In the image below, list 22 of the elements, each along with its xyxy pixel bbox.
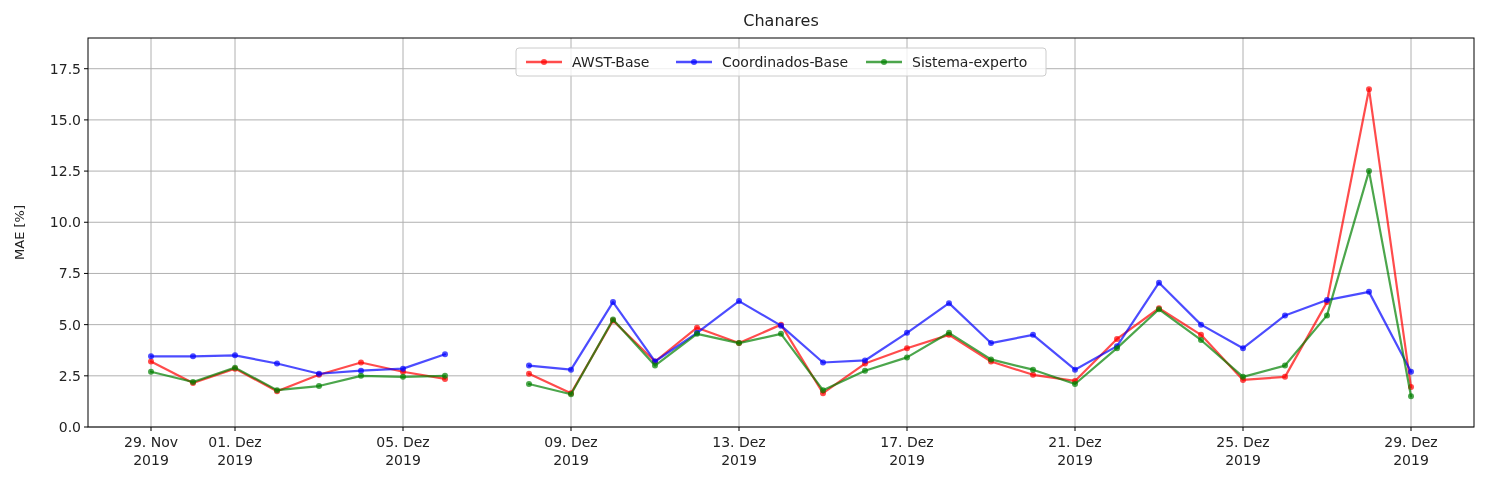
x-tick-label: 09. Dez 2019 — [544, 434, 598, 468]
x-tick-label: 29. Nov 2019 — [123, 434, 179, 468]
y-tick-label: 7.5 — [58, 265, 81, 282]
y-tick-label: 15.0 — [49, 111, 81, 128]
x-tick-label: 29. Dez 2019 — [1384, 434, 1438, 468]
y-tick-label: 2.5 — [58, 367, 81, 384]
x-tick-label: 01. Dez 2019 — [208, 434, 262, 468]
x-tick-label: 25. Dez 2019 — [1216, 434, 1270, 468]
y-axis-title: MAE [%] — [12, 205, 27, 260]
legend-label: Coordinados-Base — [722, 53, 849, 70]
y-tick-label: 10.0 — [49, 214, 81, 231]
legend-label: AWST-Base — [572, 53, 650, 70]
x-tick-label: 13. Dez 2019 — [712, 434, 766, 468]
x-tick-label: 05. Dez 2019 — [376, 434, 430, 468]
y-tick-label: 17.5 — [49, 60, 81, 77]
y-tick-label: 5.0 — [58, 316, 81, 333]
y-tick-label: 0.0 — [58, 418, 81, 435]
y-tick-label: 12.5 — [49, 162, 81, 179]
x-tick-label: 17. Dez 2019 — [880, 434, 934, 468]
x-tick-label: 21. Dez 2019 — [1048, 434, 1102, 468]
legend-label: Sistema-experto — [912, 53, 1028, 70]
chart-title: Chanares — [743, 11, 819, 30]
